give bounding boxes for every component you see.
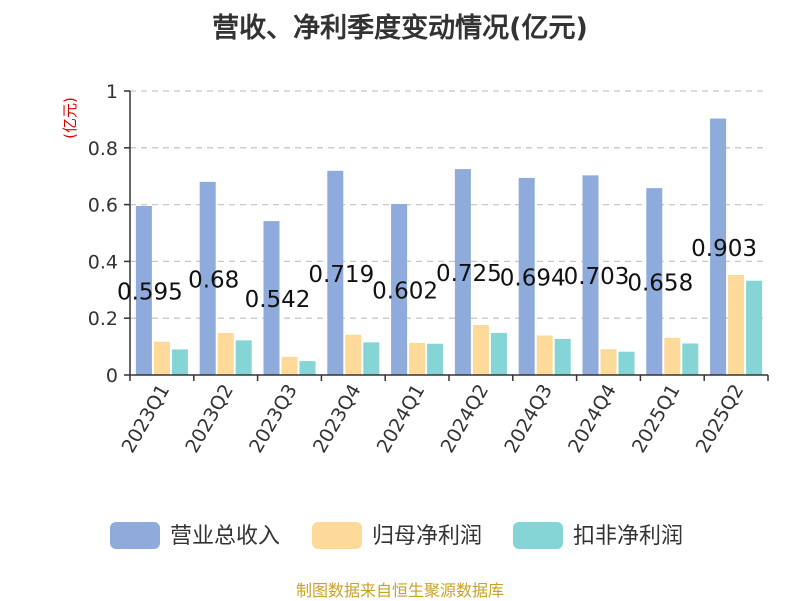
data-label: 0.903 [691, 236, 757, 262]
x-tick-label: 2025Q2 [692, 381, 749, 457]
bar [454, 169, 471, 375]
y-tick-label: 0.4 [88, 251, 118, 273]
bar [472, 325, 489, 375]
legend-swatch[interactable] [513, 522, 563, 549]
data-label: 0.68 [188, 267, 239, 293]
y-tick-label: 0.8 [88, 138, 118, 160]
bar [710, 118, 727, 375]
data-label: 0.595 [117, 280, 183, 306]
bar [363, 342, 380, 375]
legend-swatch[interactable] [312, 522, 362, 549]
data-label: 0.658 [627, 271, 693, 297]
y-tick-label: 0.6 [88, 195, 118, 217]
x-tick-labels: 2023Q1 2023Q2 2023Q3 2023Q4 2024Q1 2024Q2 2024… [117, 381, 748, 457]
bar [490, 332, 507, 375]
bar [391, 204, 408, 375]
bar [217, 332, 234, 375]
chart-title: 营收、净利季度变动情况(亿元) [212, 13, 588, 44]
y-tick-labels: 0 0.2 0.4 0.6 0.8 1 [88, 81, 118, 387]
bar [554, 338, 571, 375]
bar [299, 361, 316, 375]
y-tick-label: 0 [106, 365, 118, 387]
data-label: 0.719 [308, 262, 374, 288]
bar [518, 177, 535, 375]
bar [171, 349, 188, 375]
y-axis-label: (亿元) [61, 97, 79, 139]
x-tick-label: 2024Q3 [500, 381, 557, 457]
x-tick-label: 2025Q1 [628, 381, 685, 457]
bar [409, 342, 426, 375]
data-label: 0.725 [436, 261, 502, 287]
bar [263, 221, 280, 375]
legend-label[interactable]: 营业总收入 [170, 524, 280, 549]
x-tick-label: 2024Q2 [436, 381, 493, 457]
data-label: 0.542 [245, 287, 311, 313]
legend-label[interactable]: 扣非净利润 [573, 524, 683, 549]
x-tick-label: 2023Q1 [117, 381, 174, 457]
bar [135, 206, 152, 375]
bar [582, 175, 599, 375]
bar [345, 334, 362, 375]
bar [536, 335, 553, 375]
legend-swatch[interactable] [110, 522, 160, 549]
legend-label[interactable]: 归母净利润 [372, 524, 482, 549]
bar [728, 275, 745, 375]
data-labels: 0.595 0.680.5420.7190.6020.7250.6940.7030… [117, 236, 757, 313]
bar [427, 343, 444, 375]
bar [664, 337, 681, 375]
x-tick-label: 2023Q3 [245, 381, 302, 457]
legend: 营业总收入 归母净利润 扣非净利润 [110, 522, 683, 549]
bar [646, 188, 663, 375]
y-tick-label: 0.2 [88, 308, 118, 330]
bar [327, 170, 344, 375]
source-note: 制图数据来自恒生聚源数据库 [295, 581, 504, 600]
bar [153, 341, 170, 375]
x-tick-label: 2024Q4 [564, 381, 621, 457]
bar [600, 349, 617, 375]
bar [682, 343, 699, 375]
bars [135, 118, 763, 375]
x-tick-label: 2023Q4 [309, 381, 366, 457]
data-label: 0.703 [564, 264, 630, 290]
bar [281, 356, 298, 375]
bar [199, 181, 216, 375]
data-label: 0.694 [500, 265, 566, 291]
data-label: 0.602 [372, 279, 438, 305]
bar [235, 340, 252, 375]
x-tick-label: 2024Q1 [373, 381, 430, 457]
bar [746, 280, 763, 375]
x-tick-label: 2023Q2 [181, 381, 238, 457]
axes [124, 90, 769, 381]
bar [618, 351, 635, 375]
y-tick-label: 1 [106, 81, 118, 103]
